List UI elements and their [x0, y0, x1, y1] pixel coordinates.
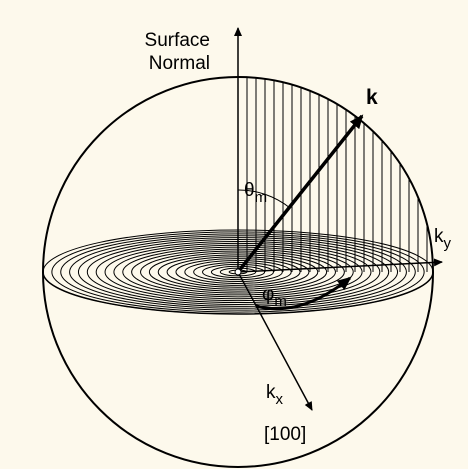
kx-sub: x: [276, 391, 284, 408]
ky-sub: y: [444, 235, 452, 252]
origin: [235, 269, 241, 275]
label-surface: Surface: [145, 30, 210, 51]
ky-symbol: k: [434, 226, 444, 247]
hatched-plane: [247, 77, 427, 272]
phi-symbol: φ: [262, 284, 274, 305]
label-normal: Normal: [149, 53, 210, 74]
label-kx: kx: [266, 382, 284, 408]
page: {"labels": { "surface_normal": ["Surface…: [0, 0, 468, 469]
label-k: k: [366, 86, 378, 109]
phi-sub: m: [274, 293, 287, 310]
ky-axis: [238, 262, 442, 272]
theta-symbol: θ: [244, 180, 255, 201]
label-direction: [100]: [264, 424, 306, 445]
kx-symbol: k: [266, 382, 276, 403]
sphere-diagram: Surface Normal k θm φm ky kx [100]: [0, 0, 468, 469]
theta-sub: m: [255, 189, 268, 206]
label-ky: ky: [434, 226, 452, 252]
